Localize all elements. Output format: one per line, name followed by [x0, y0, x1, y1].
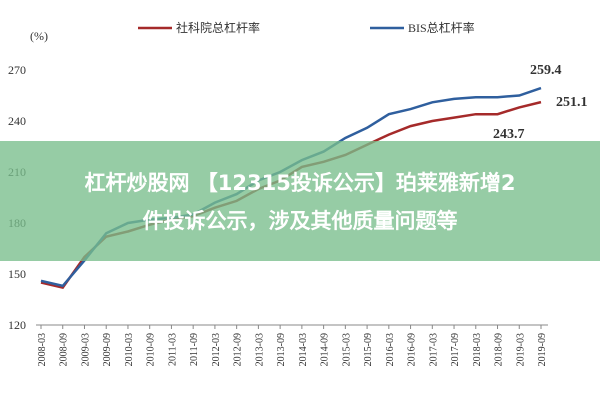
x-tick-label: 2012-03	[211, 333, 222, 366]
banner-line: 杠杆炒股网 【12315投诉公示】珀莱雅新增2	[84, 171, 516, 195]
banner-line: 件投诉公示，涉及其他质量问题等	[142, 209, 458, 233]
x-tick-label: 2013-09	[276, 333, 287, 366]
x-tick-label: 2015-09	[363, 333, 374, 366]
x-tick-label: 2012-09	[233, 333, 244, 366]
x-tick-label: 2009-09	[102, 333, 113, 366]
x-tick-label: 2017-03	[428, 333, 439, 366]
y-tick-label: 240	[8, 114, 26, 128]
x-tick-label: 2010-09	[146, 333, 157, 366]
annotation: 259.4	[530, 63, 562, 78]
x-tick-label: 2009-03	[80, 333, 91, 366]
legend-label: BIS总杠杆率	[408, 20, 475, 35]
y-tick-label: 120	[8, 318, 26, 332]
x-tick-label: 2013-03	[254, 333, 265, 366]
x-tick-label: 2011-09	[189, 333, 200, 366]
x-tick-label: 2011-03	[167, 333, 178, 366]
y-tick-label: 150	[8, 267, 26, 281]
y-axis-unit: (%)	[30, 29, 48, 43]
x-tick-label: 2014-03	[298, 333, 309, 366]
y-tick-label: 270	[8, 63, 26, 77]
legend-label: 社科院总杠杆率	[176, 20, 260, 35]
x-tick-label: 2015-03	[341, 333, 352, 366]
annotation: 251.1	[556, 95, 588, 110]
banner: 杠杆炒股网 【12315投诉公示】珀莱雅新增2 件投诉公示，涉及其他质量问题等	[0, 141, 600, 261]
x-tick-label: 2019-03	[515, 333, 526, 366]
x-tick-label: 2010-03	[124, 333, 135, 366]
x-tick-label: 2016-03	[385, 333, 396, 366]
x-tick-label: 2019-09	[537, 333, 548, 366]
x-tick-label: 2018-03	[472, 333, 483, 366]
x-tick-label: 2017-09	[450, 333, 461, 366]
x-tick-label: 2014-09	[320, 333, 331, 366]
x-tick-label: 2016-09	[407, 333, 418, 366]
x-tick-label: 2018-09	[494, 333, 505, 366]
x-tick-label: 2008-03	[37, 333, 48, 366]
x-tick-label: 2008-09	[59, 333, 70, 366]
annotation: 243.7	[493, 127, 525, 142]
